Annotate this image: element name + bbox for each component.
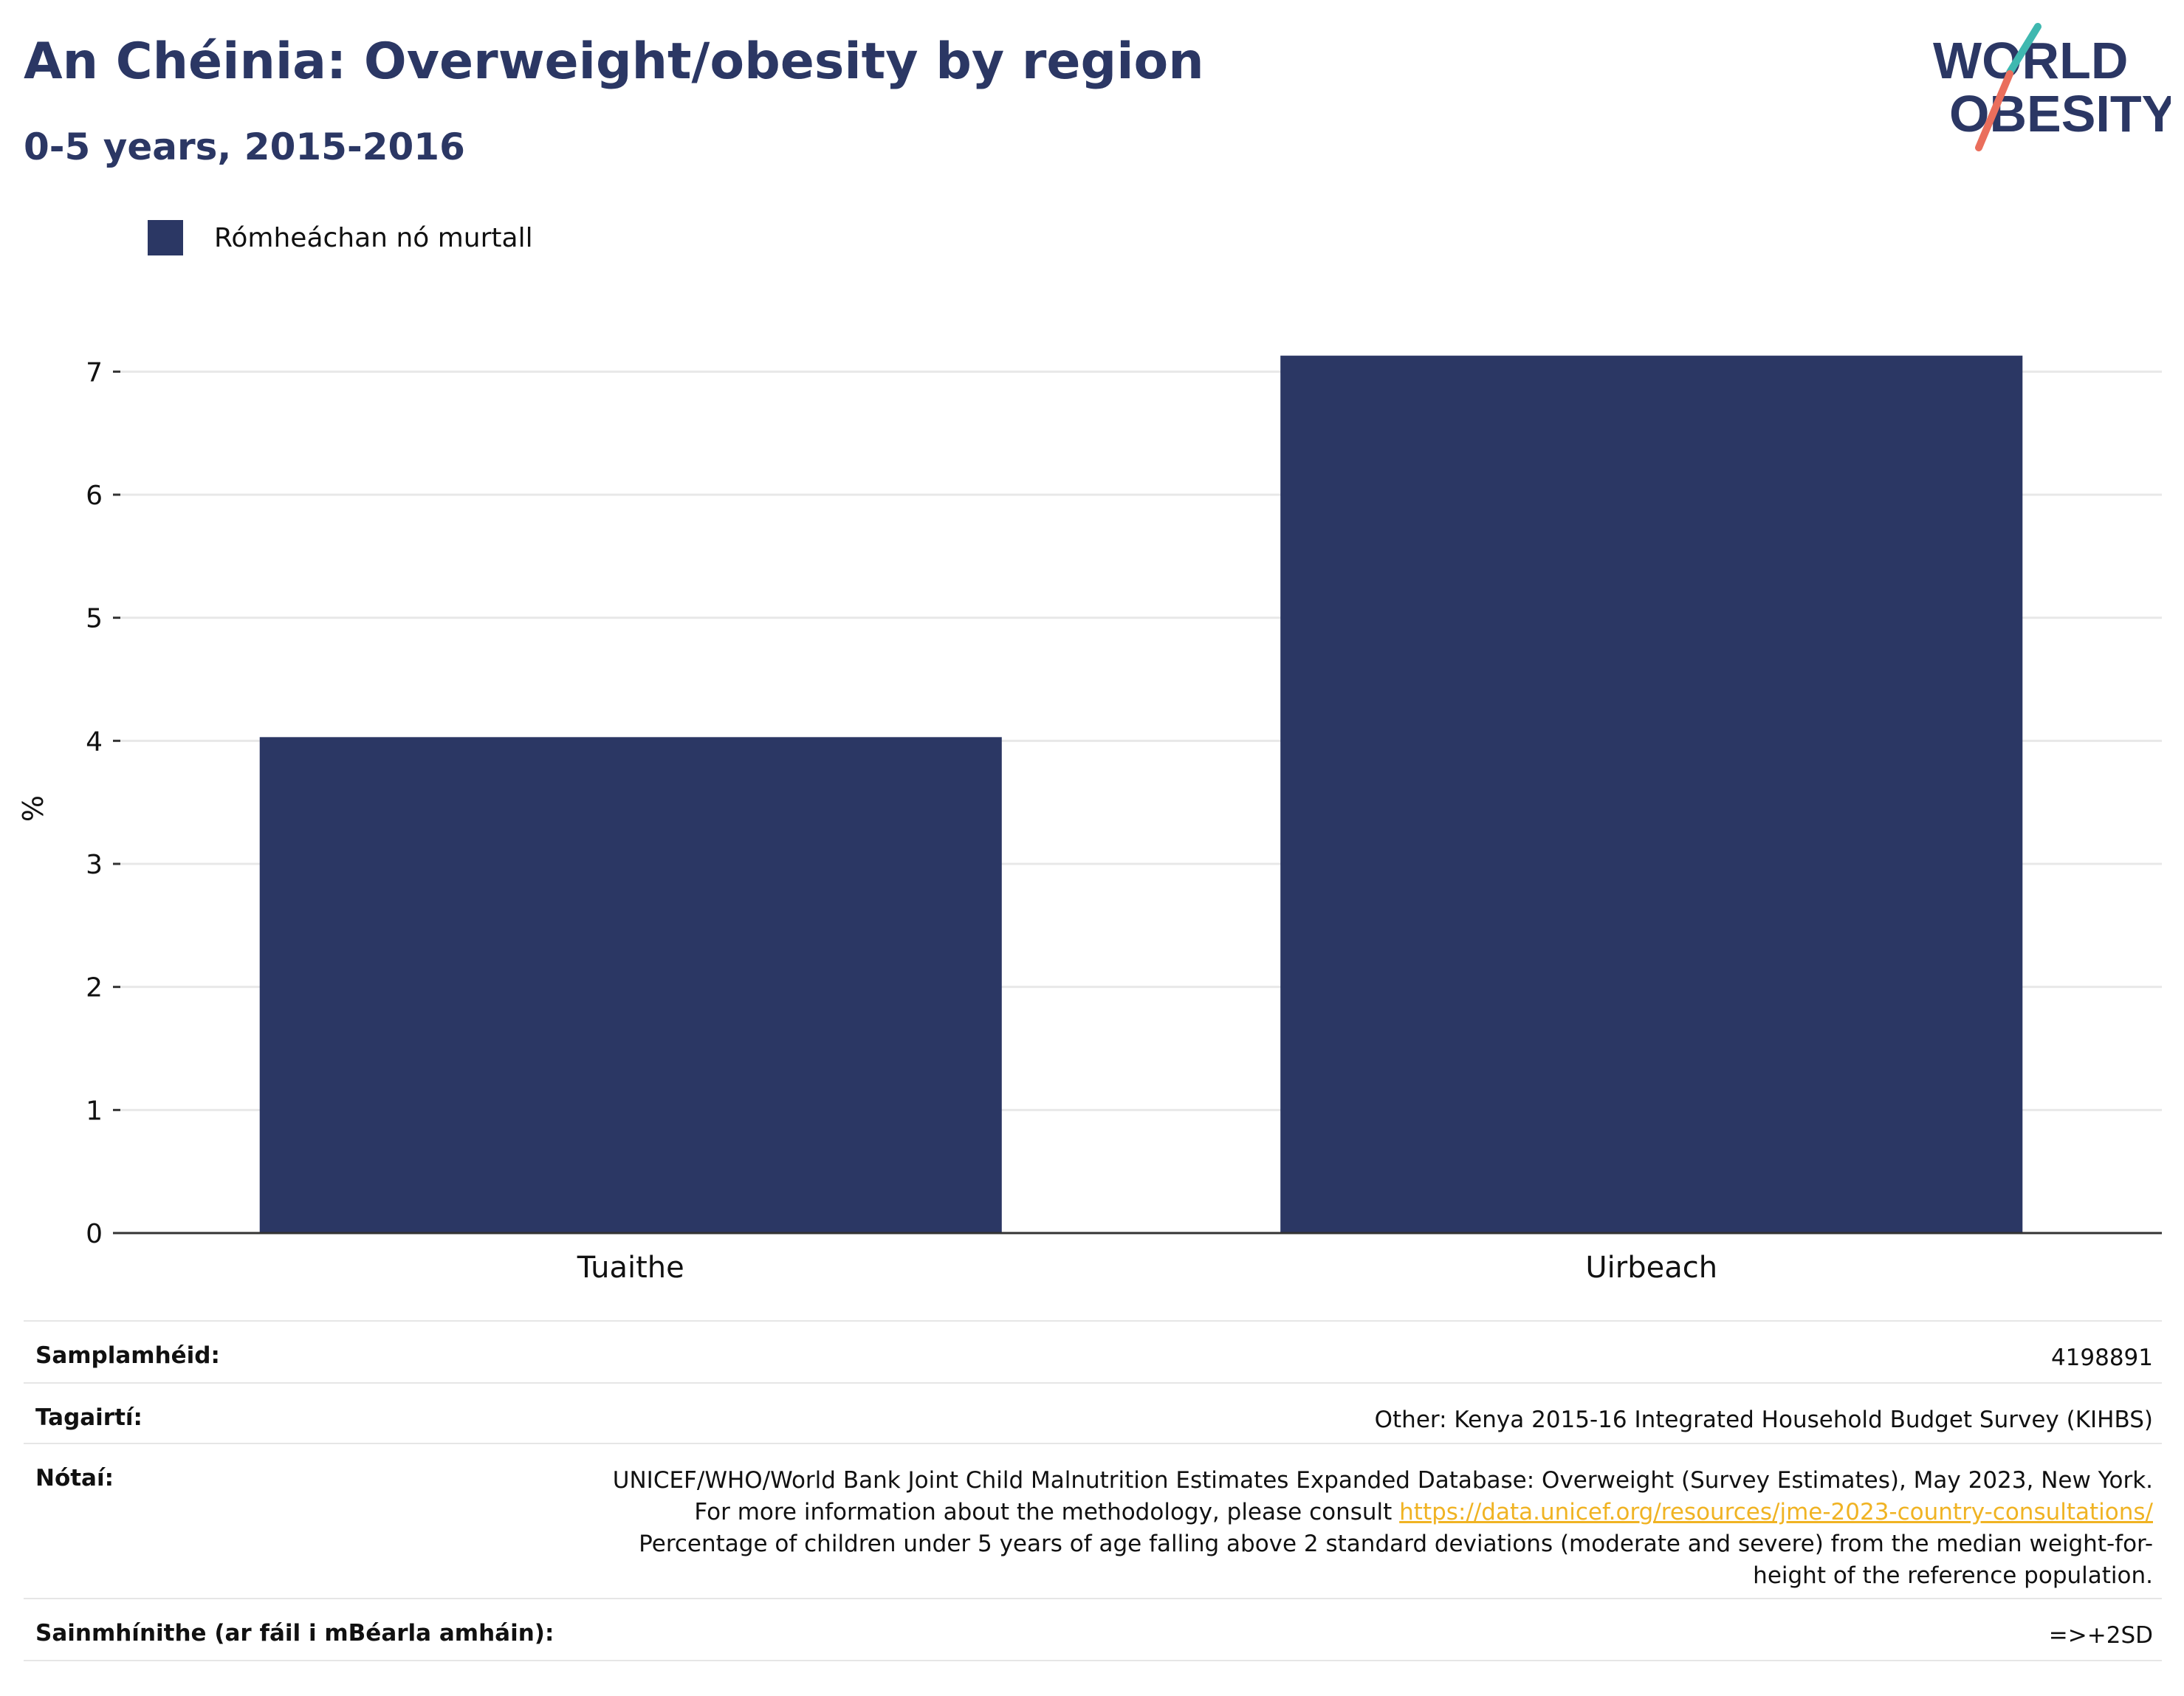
definitions-value: =>+2SD [600, 1598, 2162, 1661]
notes-text-2: Percentage of children under 5 years of … [639, 1531, 2153, 1589]
info-row-references: Tagairtí: Other: Kenya 2015-16 Integrate… [24, 1382, 2162, 1444]
y-tick-label: 4 [86, 727, 103, 757]
info-row-sample-size: Samplamhéid: 4198891 [24, 1320, 2162, 1384]
bar-chart: 0 1 2 3 4 5 6 7 Tuaithe Uirbeach % [17, 355, 2162, 1285]
y-tick-label: 5 [86, 604, 103, 634]
info-table: Samplamhéid: 4198891 Tagairtí: Other: Ke… [24, 1320, 2162, 1661]
info-row-definitions: Sainmhínithe (ar fáil i mBéarla amháin):… [24, 1598, 2162, 1661]
references-value: Other: Kenya 2015-16 Integrated Househol… [600, 1382, 2162, 1444]
y-tick-label: 7 [86, 357, 103, 388]
y-tick-label: 2 [86, 973, 103, 1003]
notes-value: UNICEF/WHO/World Bank Joint Child Malnut… [600, 1443, 2162, 1599]
world-obesity-logo[interactable]: WORLD OBESITY [1927, 21, 2171, 154]
info-row-notes: Nótaí: UNICEF/WHO/World Bank Joint Child… [24, 1443, 2162, 1599]
legend-label[interactable]: Rómheáchan nó murtall [214, 222, 533, 253]
y-tick-label: 6 [86, 481, 103, 511]
y-axis-label: % [17, 795, 49, 822]
definitions-label: Sainmhínithe (ar fáil i mBéarla amháin): [24, 1598, 600, 1661]
notes-label: Nótaí: [24, 1443, 600, 1599]
sample-size-value: 4198891 [600, 1320, 2162, 1384]
bar-tuaithe[interactable] [259, 737, 1002, 1233]
legend-swatch [148, 220, 183, 255]
chart-subtitle: 0-5 years, 2015-2016 [24, 126, 465, 168]
legend: Rómheáchan nó murtall [148, 220, 533, 255]
bar-uirbeach[interactable] [1280, 355, 2023, 1234]
methodology-link[interactable]: https://data.unicef.org/resources/jme-20… [1399, 1499, 2153, 1525]
logo-slash-top [2006, 23, 2042, 76]
bars [259, 355, 2023, 1234]
notes-text-1: UNICEF/WHO/World Bank Joint Child Malnut… [612, 1467, 2153, 1525]
logo-slash-bottom [1975, 70, 2013, 151]
x-tick-label: Tuaithe [577, 1251, 684, 1285]
references-label: Tagairtí: [24, 1382, 600, 1444]
x-tick-labels: Tuaithe Uirbeach [577, 1251, 1717, 1285]
y-tick-labels: 0 1 2 3 4 5 6 7 [86, 357, 103, 1249]
chart-title: An Chéinia: Overweight/obesity by region [24, 32, 1204, 91]
y-tick-label: 0 [86, 1219, 103, 1249]
x-tick-label: Uirbeach [1585, 1251, 1717, 1285]
sample-size-label: Samplamhéid: [24, 1320, 600, 1384]
y-tick-label: 3 [86, 850, 103, 880]
y-tick-label: 1 [86, 1096, 103, 1126]
